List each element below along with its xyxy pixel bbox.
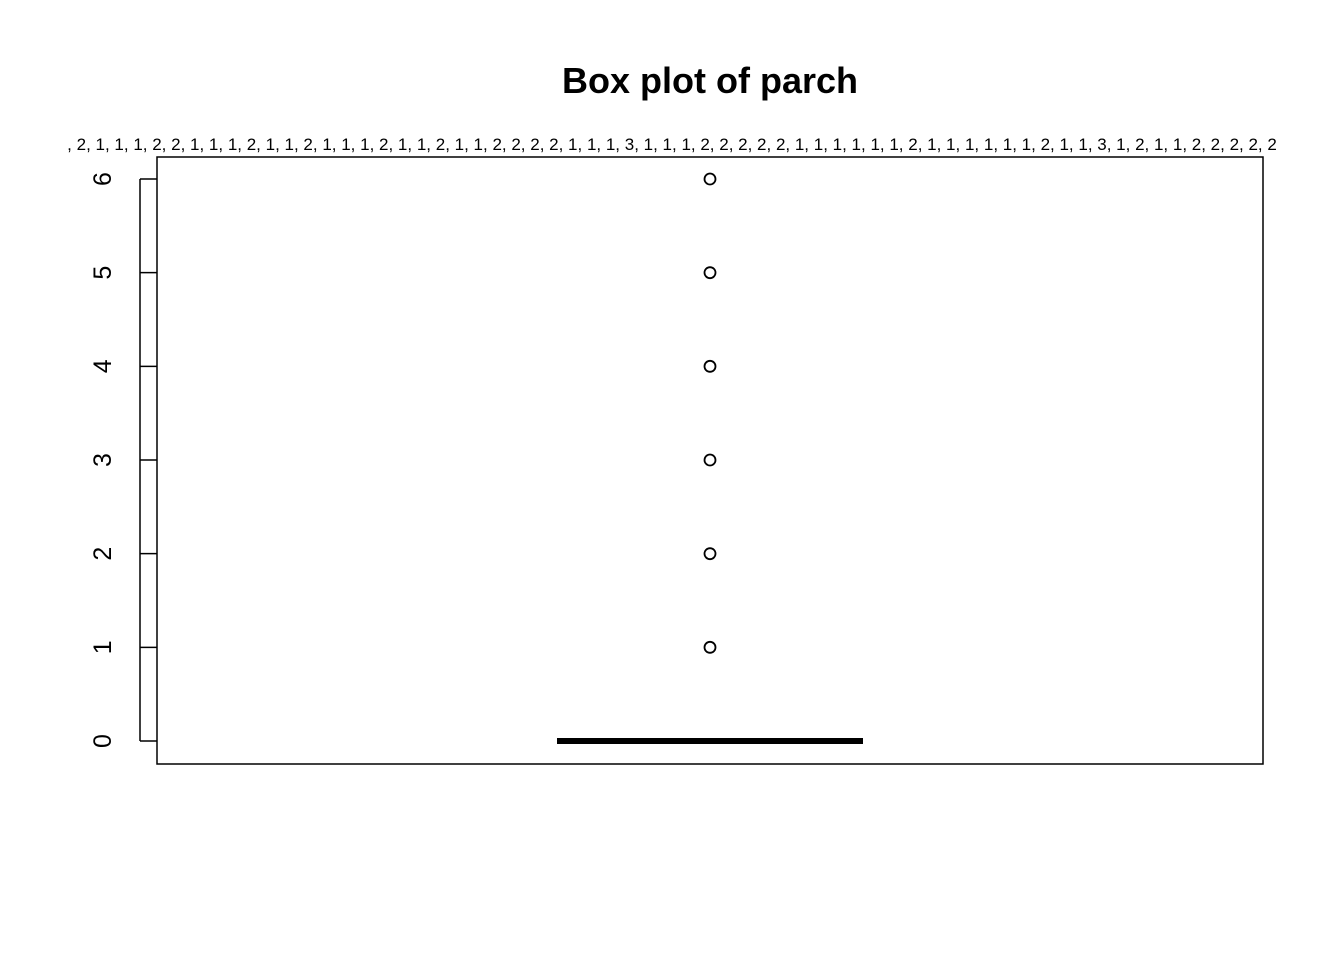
outlier-point bbox=[703, 453, 717, 467]
outlier-point bbox=[703, 640, 717, 654]
y-ticks: 0 1 2 3 4 5 6 bbox=[89, 172, 157, 748]
outlier-point bbox=[703, 547, 717, 561]
chart-title: Box plot of parch bbox=[562, 60, 858, 101]
outliers bbox=[703, 172, 717, 654]
y-tick-label: 6 bbox=[89, 172, 117, 186]
plot-frame bbox=[156, 156, 1264, 765]
y-tick-label: 0 bbox=[89, 734, 117, 748]
y-tick-label: 3 bbox=[89, 453, 117, 467]
top-axis-label: , 2, 1, 1, 1, 2, 2, 1, 1, 1, 2, 1, 1, 2,… bbox=[67, 135, 1277, 154]
outlier-point bbox=[703, 266, 717, 280]
outlier-point bbox=[703, 172, 717, 186]
y-tick-label: 2 bbox=[89, 547, 117, 561]
y-tick-label: 4 bbox=[89, 359, 117, 373]
outlier-point bbox=[703, 359, 717, 373]
y-tick-label: 5 bbox=[89, 266, 117, 280]
y-tick-label: 1 bbox=[89, 640, 117, 654]
